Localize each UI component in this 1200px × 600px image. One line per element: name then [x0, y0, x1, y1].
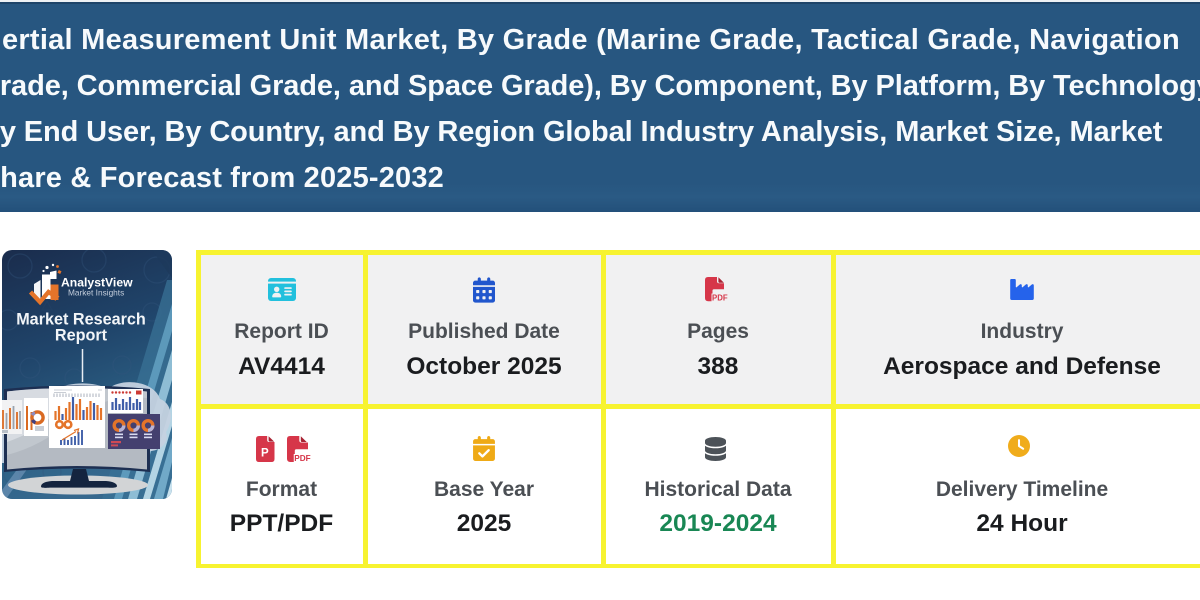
- svg-text:Market Research: Market Research: [16, 311, 146, 329]
- svg-text:P: P: [261, 447, 269, 459]
- svg-text:PDF: PDF: [712, 294, 728, 303]
- svg-text:PDF: PDF: [712, 294, 728, 303]
- svg-text:PDF: PDF: [294, 454, 310, 463]
- svg-text:Report: Report: [55, 327, 108, 345]
- svg-text:PDF: PDF: [294, 454, 310, 463]
- svg-text:Market Insights: Market Insights: [68, 288, 124, 298]
- svg-text:AnalystView: AnalystView: [61, 275, 133, 289]
